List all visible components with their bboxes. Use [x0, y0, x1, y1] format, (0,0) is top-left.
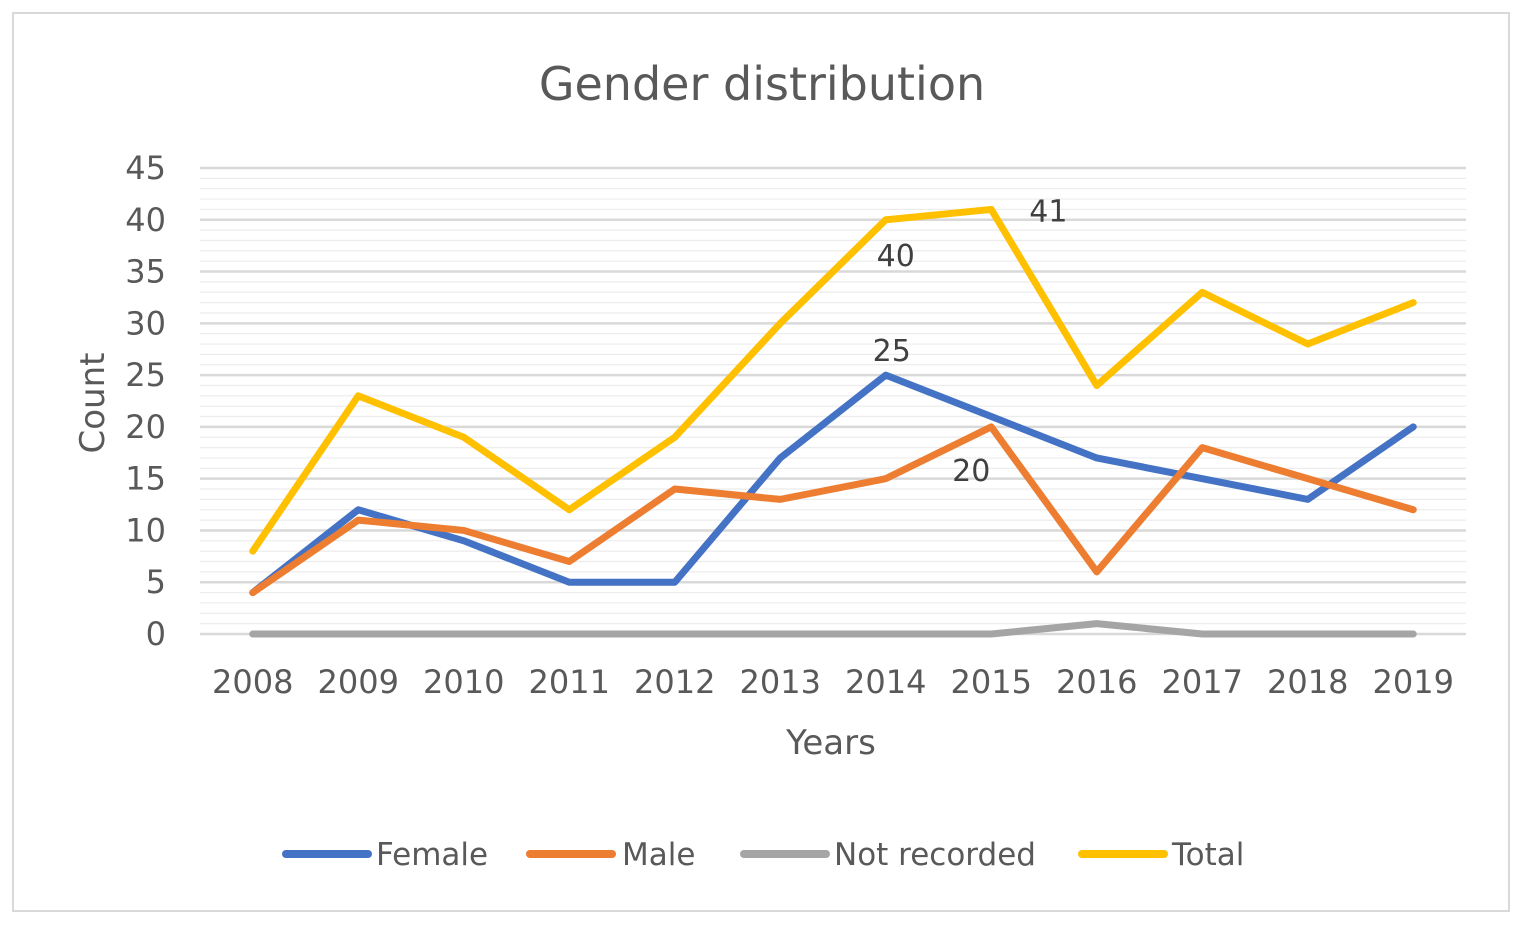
y-axis-title: Count [73, 353, 113, 454]
x-tick-label: 2015 [951, 663, 1032, 701]
data-label: 40 [877, 239, 915, 274]
x-tick-label: 2016 [1056, 663, 1137, 701]
y-tick-label: 45 [125, 149, 166, 187]
x-tick-label: 2008 [212, 663, 293, 701]
x-tick-label: 2010 [423, 663, 504, 701]
gridlines [200, 166, 1466, 636]
y-tick-label: 0 [146, 615, 166, 653]
legend-label: Male [622, 837, 695, 873]
y-tick-label: 40 [125, 201, 166, 239]
legend-label: Not recorded [834, 837, 1036, 873]
series-line-not-recorded [249, 620, 1417, 638]
x-axis-ticks: 2008 2009 2010 2011 2012 2013 2014 2015 2016 2017… [212, 663, 1454, 701]
y-tick-label: 5 [146, 563, 166, 601]
data-label: 41 [1029, 194, 1067, 229]
series-lines [249, 205, 1417, 638]
y-axis-ticks: 0 5 10 15 20 25 30 35 40 45 [125, 149, 166, 653]
chart-title: Gender distribution [539, 57, 985, 111]
y-tick-label: 25 [125, 356, 166, 394]
data-label: 25 [873, 334, 911, 369]
series-line-male [249, 423, 1417, 597]
legend-label: Female [376, 837, 488, 873]
x-tick-label: 2012 [634, 663, 715, 701]
series-line-female [249, 371, 1417, 597]
y-tick-label: 30 [125, 304, 166, 342]
x-tick-label: 2018 [1267, 663, 1348, 701]
x-tick-label: 2011 [529, 663, 610, 701]
x-tick-label: 2014 [845, 663, 926, 701]
x-axis-title: Years [785, 723, 876, 763]
legend-label: Total [1171, 837, 1244, 873]
x-tick-label: 2019 [1373, 663, 1454, 701]
y-tick-label: 20 [125, 408, 166, 446]
series-line-total [249, 205, 1417, 555]
legend: Female Male Not recorded Total [282, 837, 1244, 873]
x-tick-label: 2017 [1162, 663, 1243, 701]
y-tick-label: 10 [125, 511, 166, 549]
data-label: 20 [952, 454, 990, 489]
y-tick-label: 15 [125, 460, 166, 498]
x-tick-label: 2013 [740, 663, 821, 701]
data-labels: 40 41 25 20 [873, 194, 1068, 488]
y-tick-label: 35 [125, 253, 166, 291]
x-tick-label: 2009 [318, 663, 399, 701]
